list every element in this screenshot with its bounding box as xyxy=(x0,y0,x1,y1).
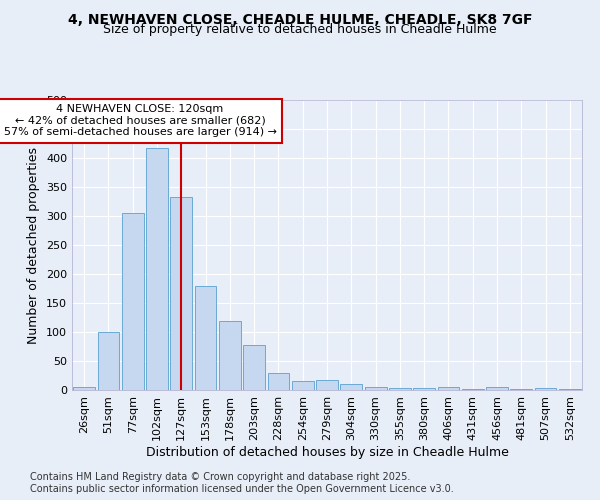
Bar xyxy=(146,148,168,390)
Text: Contains HM Land Registry data © Crown copyright and database right 2025.: Contains HM Land Registry data © Crown c… xyxy=(30,472,410,482)
Bar xyxy=(219,321,241,390)
Bar xyxy=(389,388,411,390)
Bar xyxy=(340,384,362,390)
Bar xyxy=(316,380,338,390)
Bar xyxy=(365,386,386,390)
X-axis label: Distribution of detached houses by size in Cheadle Hulme: Distribution of detached houses by size … xyxy=(146,446,508,458)
Bar xyxy=(413,388,435,390)
Bar xyxy=(268,372,289,390)
Bar xyxy=(292,380,314,390)
Bar xyxy=(486,386,508,390)
Bar xyxy=(194,286,217,390)
Text: Size of property relative to detached houses in Cheadle Hulme: Size of property relative to detached ho… xyxy=(103,22,497,36)
Bar xyxy=(559,389,581,390)
Text: 4, NEWHAVEN CLOSE, CHEADLE HULME, CHEADLE, SK8 7GF: 4, NEWHAVEN CLOSE, CHEADLE HULME, CHEADL… xyxy=(68,12,532,26)
Y-axis label: Number of detached properties: Number of detached properties xyxy=(28,146,40,344)
Bar xyxy=(97,332,119,390)
Text: 4 NEWHAVEN CLOSE: 120sqm
← 42% of detached houses are smaller (682)
57% of semi-: 4 NEWHAVEN CLOSE: 120sqm ← 42% of detach… xyxy=(4,104,277,138)
Bar xyxy=(243,346,265,390)
Bar xyxy=(73,387,95,390)
Bar xyxy=(170,198,192,390)
Bar xyxy=(437,386,460,390)
Bar xyxy=(122,213,143,390)
Bar xyxy=(535,388,556,390)
Text: Contains public sector information licensed under the Open Government Licence v3: Contains public sector information licen… xyxy=(30,484,454,494)
